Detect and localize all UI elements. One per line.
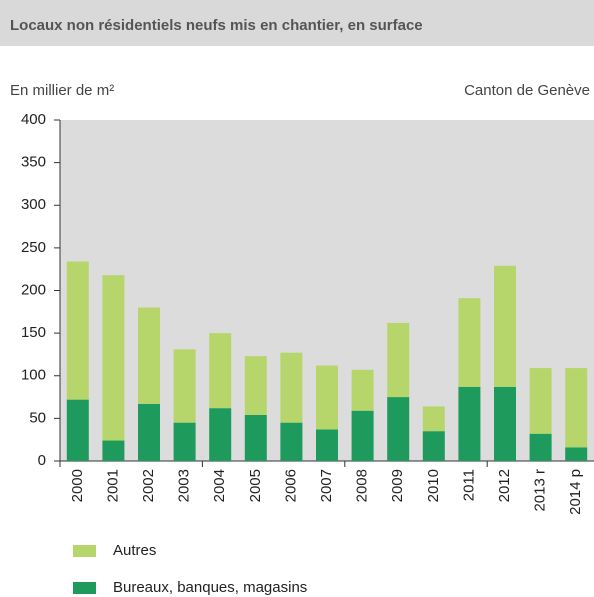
x-tick-label: 2009 (389, 469, 406, 502)
bar-segment (387, 397, 410, 461)
bar-segment (494, 265, 516, 387)
subtitle: Canton de Genève (464, 82, 590, 99)
y-tick-label: 250 (21, 239, 46, 256)
legend-label: Bureaux, banques, magasins (113, 579, 307, 596)
bar-segment (529, 368, 552, 434)
bar-segment (209, 408, 232, 461)
legend-label: Autres (113, 542, 156, 559)
x-tick-label: 2001 (104, 469, 121, 502)
y-tick-label: 150 (21, 324, 46, 341)
bar-segment (422, 406, 445, 432)
y-tick-label: 100 (21, 367, 46, 384)
y-tick-label: 300 (21, 196, 46, 213)
bar-segment (66, 399, 89, 461)
bar-segment (173, 422, 196, 461)
bar-segment (244, 414, 267, 461)
y-tick-label: 50 (29, 409, 46, 426)
x-tick-label: 2008 (354, 469, 371, 502)
bar-segment (138, 403, 160, 461)
x-tick-label: 2003 (176, 469, 193, 502)
x-tick-label: 2013 r (532, 469, 549, 512)
bar-segment (565, 447, 588, 461)
bar-segment (494, 386, 516, 461)
bar-segment (173, 349, 196, 423)
bar-segment (422, 431, 445, 461)
bar-segment (529, 433, 552, 461)
bar-segment (102, 440, 125, 461)
y-axis-label: En millier de m² (10, 82, 114, 99)
x-tick-label: 2014 p (567, 469, 584, 515)
bar-segment (138, 307, 160, 404)
bar-segment (316, 429, 338, 461)
x-tick-label: 2005 (247, 469, 264, 502)
bar-segment (458, 298, 481, 387)
bar-segment (280, 422, 303, 461)
bar-segment (66, 261, 89, 400)
chart-title: Locaux non résidentiels neufs mis en cha… (10, 17, 423, 34)
x-tick-label: 2007 (318, 469, 335, 502)
x-tick-label: 2010 (425, 469, 442, 502)
y-tick-label: 350 (21, 154, 46, 171)
title-band (0, 0, 594, 46)
bar-segment (387, 322, 410, 398)
y-tick-label: 0 (38, 452, 46, 469)
bar-segment (209, 333, 232, 409)
bar-segment (458, 386, 481, 461)
legend-swatch (73, 582, 96, 594)
y-tick-label: 400 (21, 111, 46, 128)
bar-segment (565, 368, 588, 448)
x-tick-label: 2012 (496, 469, 513, 502)
x-tick-label: 2011 (460, 469, 477, 501)
bar-segment (351, 410, 374, 461)
bar-segment (351, 369, 374, 411)
x-tick-label: 2000 (69, 469, 86, 502)
y-tick-label: 200 (21, 281, 46, 298)
bar-segment (244, 356, 267, 415)
bar-segment (316, 365, 338, 430)
x-tick-label: 2002 (140, 469, 157, 502)
x-tick-label: 2004 (211, 469, 228, 502)
bar-segment (102, 275, 125, 441)
bar-segment (280, 352, 303, 423)
x-tick-label: 2006 (282, 469, 299, 502)
legend-swatch (73, 545, 96, 557)
